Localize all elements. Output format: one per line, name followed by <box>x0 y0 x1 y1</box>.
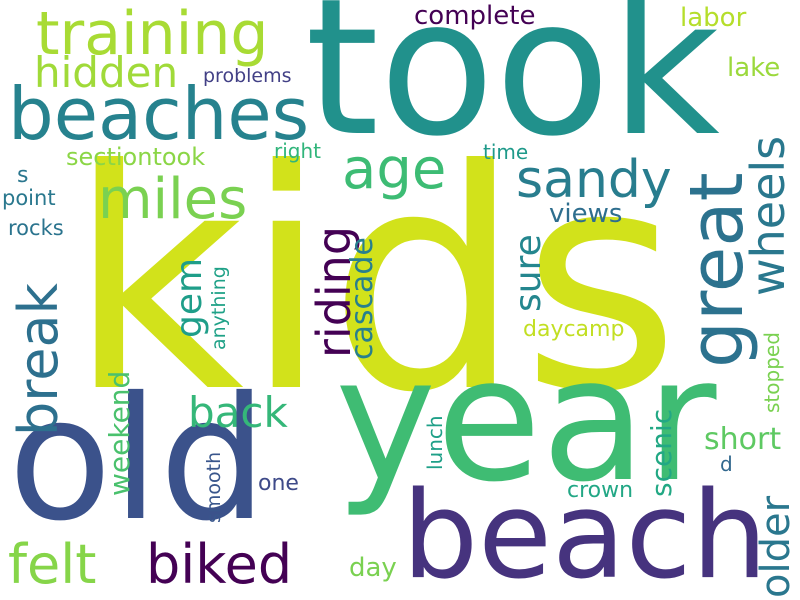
word-biked: biked <box>146 533 293 596</box>
word-training: training <box>36 0 269 69</box>
word-hidden: hidden <box>34 48 179 97</box>
word-labor: labor <box>680 3 747 33</box>
word-time: time <box>483 140 529 164</box>
word-sure: sure <box>508 234 549 312</box>
word-sandy: sandy <box>516 150 672 210</box>
word-break: break <box>7 283 70 436</box>
word-stopped: stopped <box>760 332 784 413</box>
word-gem: gem <box>169 257 210 338</box>
word-felt: felt <box>8 533 97 596</box>
word-age: age <box>342 137 447 202</box>
word-s: s <box>17 163 29 188</box>
word-complete: complete <box>414 1 536 31</box>
word-lunch: lunch <box>423 415 447 470</box>
word-beach: beach <box>402 467 768 600</box>
word-cascade: cascade <box>345 237 380 360</box>
word-daycamp: daycamp <box>523 317 625 342</box>
word-problems: problems <box>203 65 292 87</box>
word-took: took <box>305 0 720 178</box>
word-one: one <box>258 471 299 496</box>
word-back: back <box>188 388 288 437</box>
word-anything: anything <box>208 266 230 350</box>
word-beaches: beaches <box>8 72 310 156</box>
word-right: right <box>274 139 321 163</box>
word-smooth: smooth <box>203 451 225 523</box>
word-rocks: rocks <box>8 216 64 240</box>
word-sectiontook: sectiontook <box>66 143 206 171</box>
word-miles: miles <box>98 167 248 232</box>
word-day: day <box>349 553 397 583</box>
word-weekend: weekend <box>103 370 136 496</box>
word-year: year <box>335 321 717 520</box>
word-kids: kids <box>68 105 680 459</box>
word-lake: lake <box>727 53 781 83</box>
word-views: views <box>549 199 623 229</box>
word-older: older <box>753 495 799 598</box>
word-old: old <box>8 361 268 559</box>
word-d: d <box>720 452 733 476</box>
word-crown: crown <box>567 478 634 503</box>
word-wheels: wheels <box>741 135 795 296</box>
word-short: short <box>704 422 782 457</box>
word-scenic: scenic <box>645 408 678 497</box>
word-point: point <box>2 186 56 210</box>
